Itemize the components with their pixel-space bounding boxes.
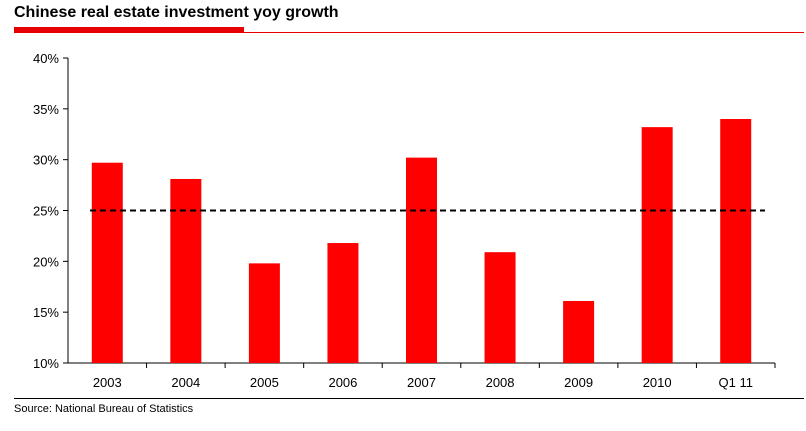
footer-divider	[14, 398, 804, 399]
bar-2004	[170, 178, 202, 363]
x-tick-label: 2003	[93, 375, 122, 390]
x-tick-label: Q1 11	[718, 375, 752, 390]
y-tick-label: 20%	[33, 254, 59, 269]
y-tick-label: 15%	[33, 305, 59, 320]
y-tick-label: 25%	[33, 204, 59, 219]
bar-2006	[327, 243, 359, 363]
x-tick-label: 2006	[328, 375, 357, 390]
bar-2005	[248, 263, 280, 363]
x-tick-label: 2005	[250, 375, 279, 390]
title-underline	[244, 32, 804, 33]
chart-title: Chinese real estate investment yoy growt…	[14, 4, 339, 21]
x-tick-label: 2010	[643, 375, 672, 390]
y-tick-label: 30%	[33, 153, 59, 168]
bar-q1-11	[720, 119, 752, 363]
source-note: Source: National Bureau of Statistics	[14, 403, 194, 415]
title-accent-bar	[14, 27, 244, 33]
y-tick-label: 35%	[33, 102, 59, 117]
bar-2007	[406, 157, 437, 363]
x-tick-label: 2007	[407, 375, 436, 390]
y-tick-label: 10%	[33, 356, 59, 371]
bar-2008	[484, 252, 516, 363]
bar-2009	[563, 300, 595, 363]
x-tick-label: 2008	[486, 375, 515, 390]
y-tick-label: 40%	[33, 51, 59, 66]
bar-2003	[91, 162, 123, 363]
bar-2010	[641, 127, 673, 363]
x-tick-label: 2009	[564, 375, 593, 390]
x-tick-label: 2004	[171, 375, 200, 390]
